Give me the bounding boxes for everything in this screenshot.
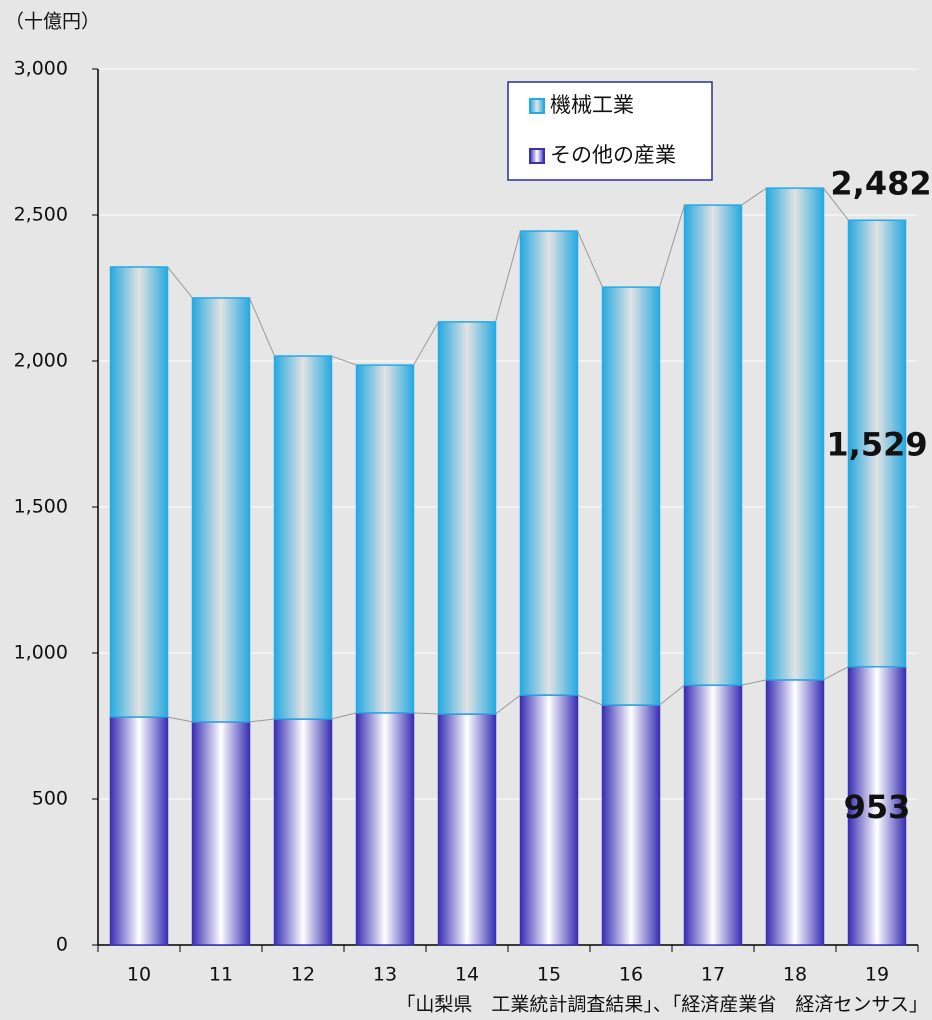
bar (601, 286, 661, 706)
series-line (331, 712, 357, 720)
x-tick-label: 14 (455, 964, 479, 986)
bar (437, 713, 497, 946)
legend-label: 機械工業 (550, 93, 634, 117)
series-line (249, 297, 275, 357)
series-line (741, 187, 767, 206)
bar (109, 716, 169, 946)
bar (519, 694, 579, 946)
series-line (249, 718, 275, 723)
bar (519, 230, 579, 696)
bar (847, 219, 907, 668)
data-label: 1,529 (826, 425, 927, 463)
series-line (331, 355, 357, 366)
bar (355, 712, 415, 946)
y-tick-label: 2,500 (14, 204, 68, 226)
x-tick-label: 16 (619, 964, 643, 986)
bar (601, 704, 661, 946)
x-tick-label: 17 (701, 964, 725, 986)
y-tick-label: 1,500 (14, 496, 68, 518)
y-tick-label: 3,000 (14, 58, 68, 80)
total-label: 2,482 (830, 164, 931, 202)
series-line (659, 204, 685, 288)
bar (191, 721, 251, 946)
bar (191, 297, 251, 723)
legend-swatch (529, 148, 545, 164)
bar (437, 321, 497, 715)
series-line (167, 266, 193, 299)
series-line (577, 694, 603, 706)
x-tick-label: 18 (783, 964, 807, 986)
series-line (577, 230, 603, 288)
data-label: 953 (844, 788, 911, 826)
y-tick-label: 1,000 (14, 642, 68, 664)
series-line (659, 684, 685, 706)
x-tick-label: 15 (537, 964, 561, 986)
series-line (495, 694, 521, 715)
legend-swatch (529, 98, 545, 114)
bar (847, 665, 907, 946)
series-line (741, 679, 767, 686)
x-tick-label: 19 (865, 964, 889, 986)
bar (273, 355, 333, 720)
y-tick-label: 2,000 (14, 350, 68, 372)
legend-label: その他の産業 (550, 143, 676, 167)
series-line (413, 321, 439, 366)
series-line (823, 187, 849, 221)
series-line (823, 666, 849, 681)
x-tick-label: 13 (373, 964, 397, 986)
x-tick-label: 12 (291, 964, 315, 986)
series-line (495, 230, 521, 323)
series-line (167, 716, 193, 723)
bar (683, 204, 743, 686)
series-line (413, 712, 439, 715)
y-axis-label: （十億円） (5, 11, 100, 33)
bar (765, 679, 825, 946)
source: 「山梨県 工業統計調査結果」、「経済産業省 経済センサス」 (396, 994, 928, 1016)
bar (683, 684, 743, 946)
bar (109, 266, 169, 718)
x-tick-label: 11 (209, 964, 233, 986)
bar (355, 364, 415, 714)
bar (765, 187, 825, 681)
x-tick-label: 10 (127, 964, 151, 986)
y-tick-label: 0 (56, 934, 68, 956)
bar (273, 718, 333, 946)
y-tick-label: 500 (32, 788, 68, 810)
